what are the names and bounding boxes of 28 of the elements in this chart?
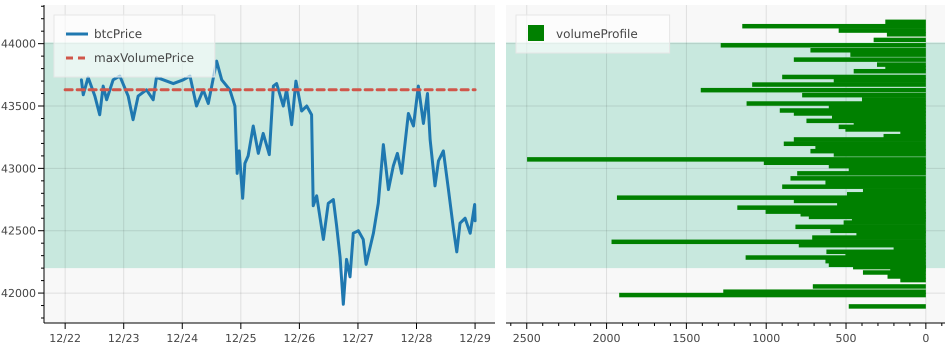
bar [619,292,926,298]
x-tick-label: 12/27 [342,332,374,345]
x-tick-label: 0 [922,332,930,345]
y-tick-label: 43500 [1,100,36,114]
bar [848,304,926,309]
legend-label: btcPrice [94,27,142,41]
y-tick-label: 42000 [1,287,36,300]
x-tick-label: 1000 [752,332,780,345]
x-tick-label: 12/29 [459,332,491,345]
bar [795,224,926,230]
x-tick-label: 12/23 [108,332,140,345]
bar [612,240,926,244]
x-tick-label: 12/28 [400,332,432,345]
y-tick-label: 44000 [1,38,36,51]
x-tick-label: 2500 [512,332,541,345]
bar [737,205,926,210]
x-tick-label: 2000 [592,332,621,345]
x-tick-label: 12/22 [49,332,81,345]
bar [782,184,926,189]
x-tick-label: 12/26 [284,332,316,345]
y-tick-label: 42500 [1,224,36,238]
x-tick-label: 500 [836,332,857,345]
x-tick-label: 1500 [672,332,700,345]
y-tick-label: 43000 [1,162,36,176]
x-tick-label: 12/24 [166,332,198,345]
x-tick-label: 12/25 [224,332,257,345]
legend-label: maxVolumePrice [94,51,194,65]
legend-label: volumeProfile [556,27,638,41]
